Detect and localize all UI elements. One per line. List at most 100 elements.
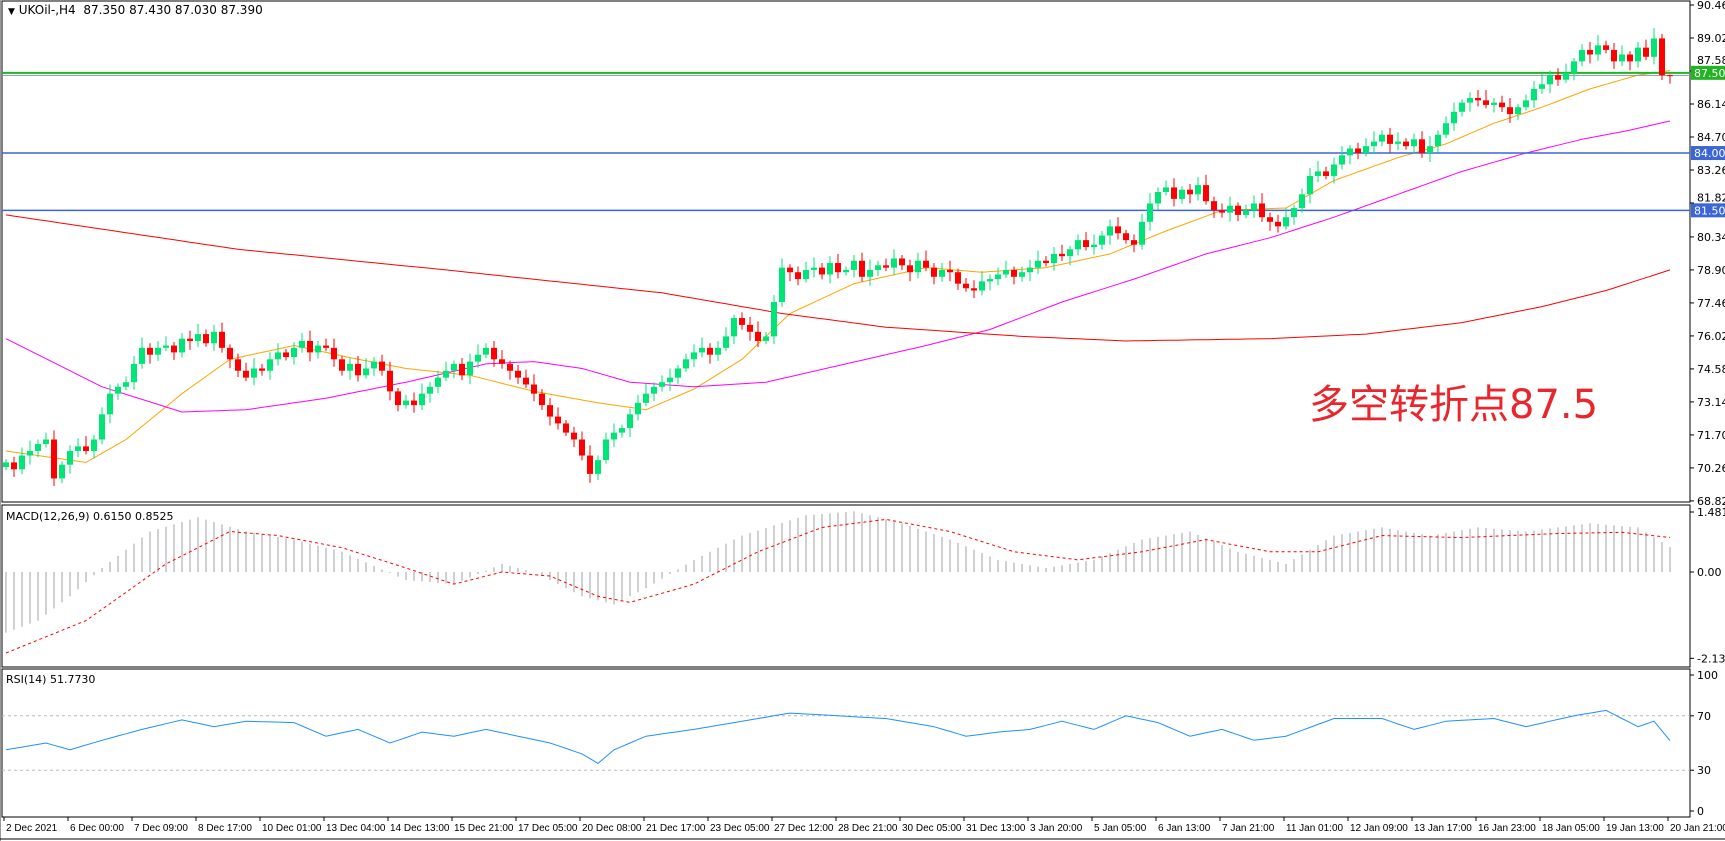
candle-down: [147, 347, 153, 355]
candle-down: [1203, 185, 1209, 202]
candle-up: [1155, 192, 1161, 204]
candle-up: [1619, 54, 1625, 62]
candle-down: [1659, 38, 1665, 76]
candle-down: [259, 368, 265, 371]
candle-up: [779, 267, 785, 302]
candle-up: [1243, 210, 1249, 215]
candle-down: [491, 347, 497, 360]
candle-down: [859, 260, 865, 277]
time-tick-label: 28 Dec 21:00: [838, 823, 898, 834]
time-tick-label: 3 Jan 20:00: [1030, 823, 1083, 834]
time-tick-label: 20 Dec 08:00: [582, 823, 642, 834]
candle-down: [1419, 139, 1425, 154]
candle-down: [1355, 148, 1361, 154]
candle-up: [451, 363, 457, 371]
time-tick-label: 30 Dec 05:00: [902, 823, 962, 834]
ma-mid-line: [5, 120, 1671, 413]
time-tick-label: 12 Jan 09:00: [1350, 823, 1408, 834]
candle-down: [355, 363, 361, 376]
price-tick-label: 83.260: [1697, 164, 1725, 177]
candle-up: [1091, 244, 1097, 247]
candle-down: [1219, 210, 1225, 213]
candle-down: [739, 318, 745, 325]
candle-down: [923, 260, 929, 268]
candle-up: [1435, 134, 1441, 147]
candle-up: [875, 265, 881, 270]
candle-down: [587, 455, 593, 474]
candle-up: [1075, 240, 1081, 250]
level-price-label: 87.500: [1694, 67, 1725, 80]
candle-up: [251, 368, 257, 378]
price-tick-label: 90.460: [1697, 0, 1725, 12]
candle-up: [115, 386, 121, 394]
candle-up: [675, 368, 681, 378]
candle-up: [467, 361, 473, 376]
candle-up: [403, 400, 409, 406]
candle-down: [971, 288, 977, 291]
candle-up: [1035, 260, 1041, 268]
candle-up: [1163, 187, 1169, 192]
time-tick-label: 27 Dec 12:00: [774, 823, 834, 834]
candle-up: [1139, 221, 1145, 245]
candle-down: [219, 331, 225, 348]
candle-up: [611, 432, 617, 440]
candle-down: [283, 352, 289, 357]
candle-up: [771, 302, 777, 337]
time-tick-label: 21 Dec 17:00: [646, 823, 706, 834]
rsi-pane-border: [1, 668, 1691, 818]
candle-up: [811, 267, 817, 270]
collapse-arrow-icon[interactable]: ▼: [8, 7, 15, 17]
candle-down: [1627, 54, 1633, 62]
candle-up: [363, 368, 369, 376]
candle-up: [427, 386, 433, 394]
candle-down: [243, 370, 249, 378]
candle-up: [1571, 61, 1577, 73]
candle-up: [1467, 98, 1473, 103]
time-tick-label: 19 Jan 13:00: [1606, 823, 1664, 834]
rsi-line: [5, 709, 1671, 765]
candle-up: [723, 336, 729, 348]
candle-up: [1443, 123, 1449, 135]
candle-down: [1475, 98, 1481, 101]
candle-up: [1283, 217, 1289, 227]
candle-up: [299, 340, 305, 348]
candle-up: [1195, 185, 1201, 195]
candle-up: [843, 269, 849, 273]
time-tick-label: 13 Dec 04:00: [326, 823, 386, 834]
candle-up: [1539, 84, 1545, 89]
candle-down: [387, 370, 393, 392]
candle-up: [1379, 134, 1385, 142]
candle-down: [1043, 260, 1049, 264]
candle-up: [995, 274, 1001, 280]
candle-down: [1131, 240, 1137, 245]
rsi-label: RSI(14) 51.7730: [6, 673, 96, 686]
price-tick-label: 71.700: [1697, 429, 1725, 442]
price-tick-label: 68.820: [1697, 495, 1725, 508]
candle-down: [227, 347, 233, 360]
candle-down: [307, 340, 313, 353]
candle-up: [683, 359, 689, 369]
time-tick-label: 31 Dec 13:00: [966, 823, 1026, 834]
price-tick-label: 76.020: [1697, 330, 1725, 343]
chart-header: ▼ UKOil-,H4 87.350 87.430 87.030 87.390: [8, 3, 263, 17]
candle-down: [1611, 49, 1617, 62]
candle-up: [75, 446, 81, 451]
price-tick-label: 87.580: [1697, 54, 1725, 67]
candle-up: [1523, 100, 1529, 108]
candle-down: [1499, 102, 1505, 108]
candle-up: [1651, 38, 1657, 57]
candle-up: [3, 462, 9, 467]
candle-down: [707, 347, 713, 355]
price-tick-label: 74.580: [1697, 363, 1725, 376]
candle-down: [203, 334, 209, 344]
candle-up: [1427, 146, 1433, 154]
candle-down: [507, 363, 513, 371]
macd-label: MACD(12,26,9) 0.6150 0.8525: [6, 510, 174, 523]
candle-up: [1251, 203, 1257, 211]
ma-fast-line: [5, 70, 1671, 463]
candle-down: [51, 439, 57, 479]
candle-down: [1643, 47, 1649, 57]
candle-up: [1227, 205, 1233, 213]
candle-up: [1395, 141, 1401, 144]
